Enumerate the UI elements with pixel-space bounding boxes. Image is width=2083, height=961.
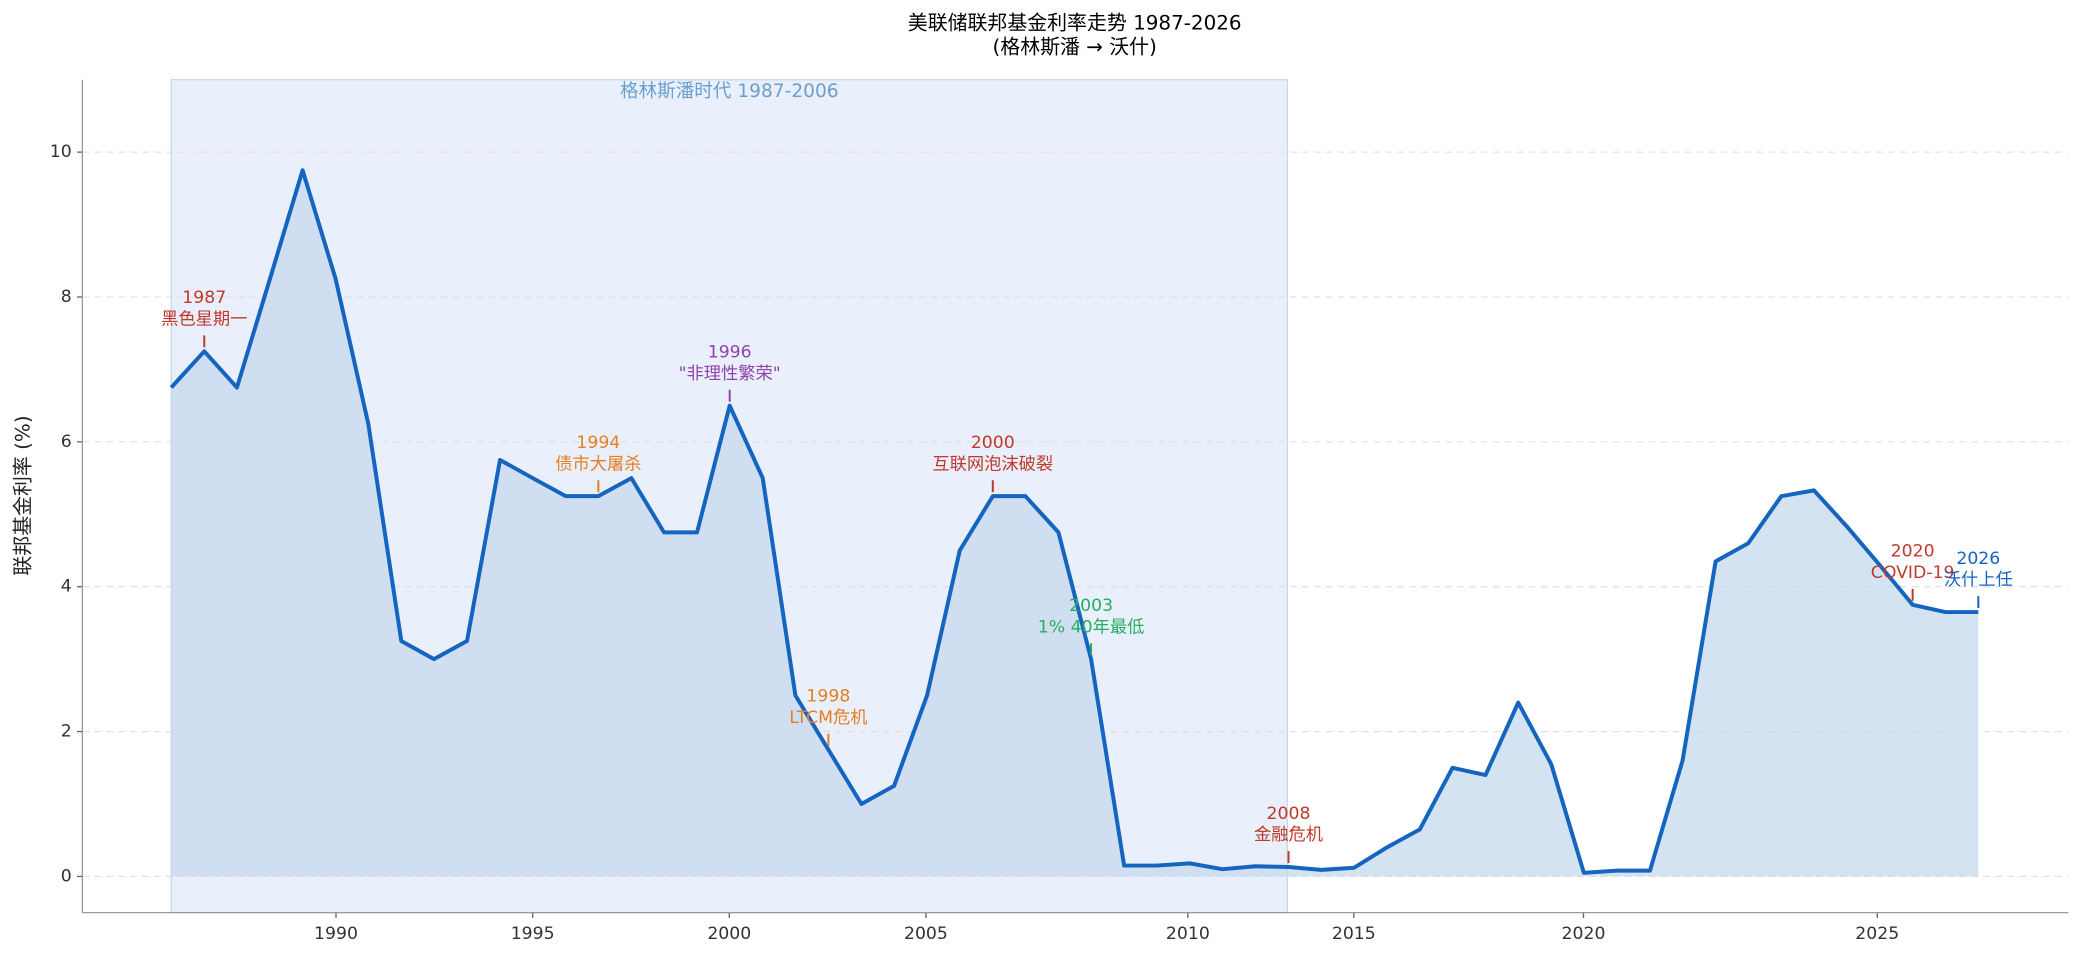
annotation-year: 1996 [708,343,752,363]
annotation-year: 2003 [1069,596,1113,616]
y-tick-label: 8 [61,287,72,307]
y-tick-label: 10 [50,142,72,162]
annotation-text: 黑色星期一 [161,309,247,329]
annotation-year: 2020 [1891,542,1935,562]
y-axis-label: 联邦基金利率 (%) [11,415,34,575]
x-tick-label: 2005 [904,924,948,944]
x-tick-label: 2000 [707,924,751,944]
era-label: 格林斯潘时代 1987-2006 [620,81,839,102]
annotation-text: 沃什上任 [1944,570,2013,590]
x-tick-label: 2015 [1332,924,1376,944]
annotation-year: 2026 [1956,549,2000,569]
y-tick-label: 2 [61,722,72,742]
annotation-text: "非理性繁荣" [679,364,781,384]
annotation-year: 2008 [1267,804,1311,824]
y-tick-label: 0 [61,866,72,886]
chart-title: 美联储联邦基金利率走势 1987-2026 [908,11,1242,34]
annotation-text: LTCM危机 [789,708,867,728]
x-tick-label: 1990 [314,924,358,944]
annotation-text: 债市大屠杀 [555,454,641,474]
y-tick-label: 6 [61,432,72,452]
x-tick-label: 2020 [1562,924,1606,944]
annotation-text: 1% 40年最低 [1038,617,1145,637]
chart-subtitle: (格林斯潘 → 沃什) [993,35,1157,58]
x-tick-label: 2025 [1855,924,1899,944]
line [169,168,1979,875]
annotation-text: 互联网泡沫破裂 [932,454,1053,474]
annotation-year: 2000 [971,433,1015,453]
annotation-year: 1998 [806,687,850,707]
area [171,170,1979,877]
annotation-year: 1987 [182,288,226,308]
annotation-text: 金融危机 [1254,825,1323,845]
x-tick-label: 1995 [511,924,555,944]
x-tick-label: 2010 [1166,924,1210,944]
y-tick-label: 4 [61,577,72,597]
annotation-text: COVID-19 [1871,563,1955,583]
annotation-year: 1994 [576,433,620,453]
